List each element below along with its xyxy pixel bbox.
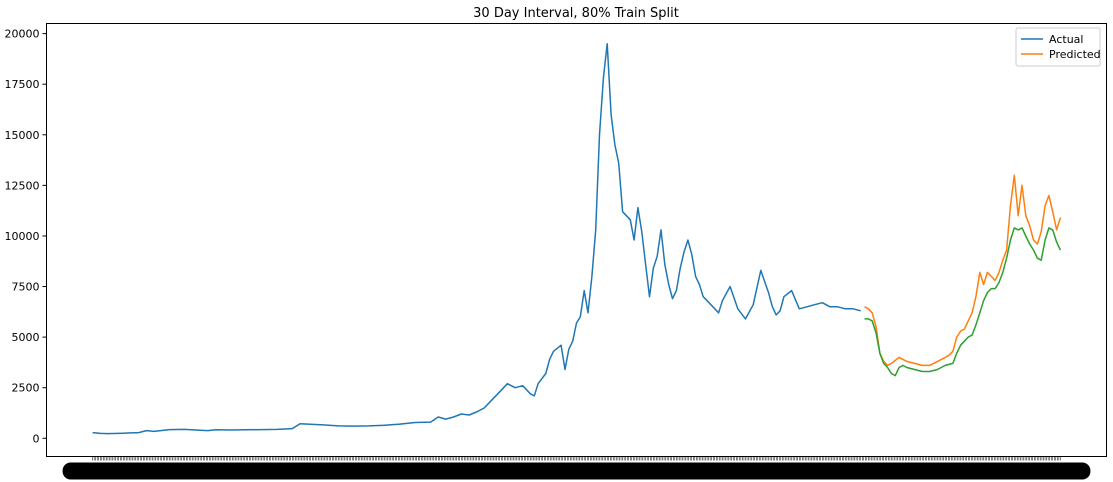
- legend-frame: [1015, 27, 1101, 67]
- y-tick-label: 2500: [12, 382, 40, 395]
- series-layer: [92, 42, 1062, 435]
- series-line-predicted: [864, 174, 1062, 367]
- y-tick-label: 10000: [5, 230, 40, 243]
- plot-area: [46, 23, 1107, 457]
- y-tick-label: 17500: [5, 78, 40, 91]
- series-line-series-3: [864, 227, 1062, 377]
- y-tick-label: 20000: [5, 28, 40, 41]
- legend-label-predicted: Predicted: [1049, 48, 1101, 61]
- y-tick-label: 12500: [5, 179, 40, 192]
- y-tick-label: 0: [33, 432, 40, 445]
- chart-title: 30 Day Interval, 80% Train Split: [473, 6, 679, 21]
- x-tick-marks: [92, 456, 1061, 461]
- series-line-actual: [92, 42, 861, 435]
- y-tick-label: 5000: [12, 331, 40, 344]
- legend-label-actual: Actual: [1049, 33, 1083, 46]
- y-tick-label: 15000: [5, 129, 40, 142]
- y-tick-label: 7500: [12, 281, 40, 294]
- y-axis: 0 2500 5000 7500 10000 12500 15000 17500 20000: [5, 28, 47, 445]
- legend: Actual Predicted: [1015, 27, 1101, 67]
- x-axis: [62, 456, 1091, 480]
- x-tick-labels-overlap: [62, 462, 1091, 480]
